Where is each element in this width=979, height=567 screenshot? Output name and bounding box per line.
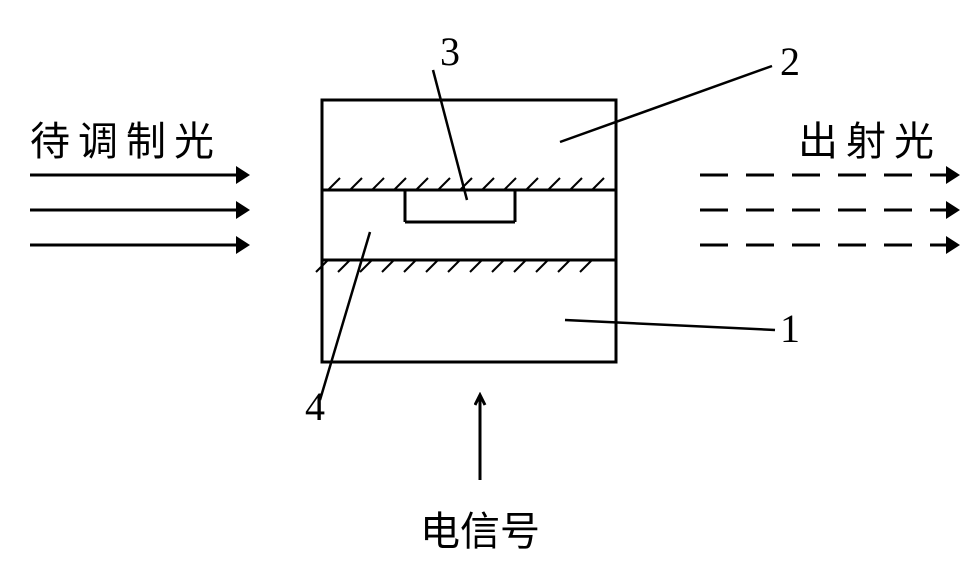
electrode (405, 190, 515, 222)
leader-l1 (565, 320, 775, 330)
leader-l2 (560, 66, 772, 142)
callout-1: 1 (780, 306, 800, 351)
callout-3: 3 (440, 29, 460, 74)
callout-2: 2 (780, 39, 800, 84)
label-input-light: 待调制光 (30, 119, 222, 164)
input-light-arrows (30, 175, 244, 245)
label-output-light: 出射光 (798, 119, 942, 164)
callout-4: 4 (305, 384, 325, 429)
hatch-top (328, 178, 604, 190)
label-electrical-signal: 电信号 (420, 509, 540, 554)
leader-l4 (320, 232, 370, 400)
device-body (322, 100, 616, 362)
leader-l3 (433, 70, 467, 200)
output-light-arrows (700, 175, 954, 245)
